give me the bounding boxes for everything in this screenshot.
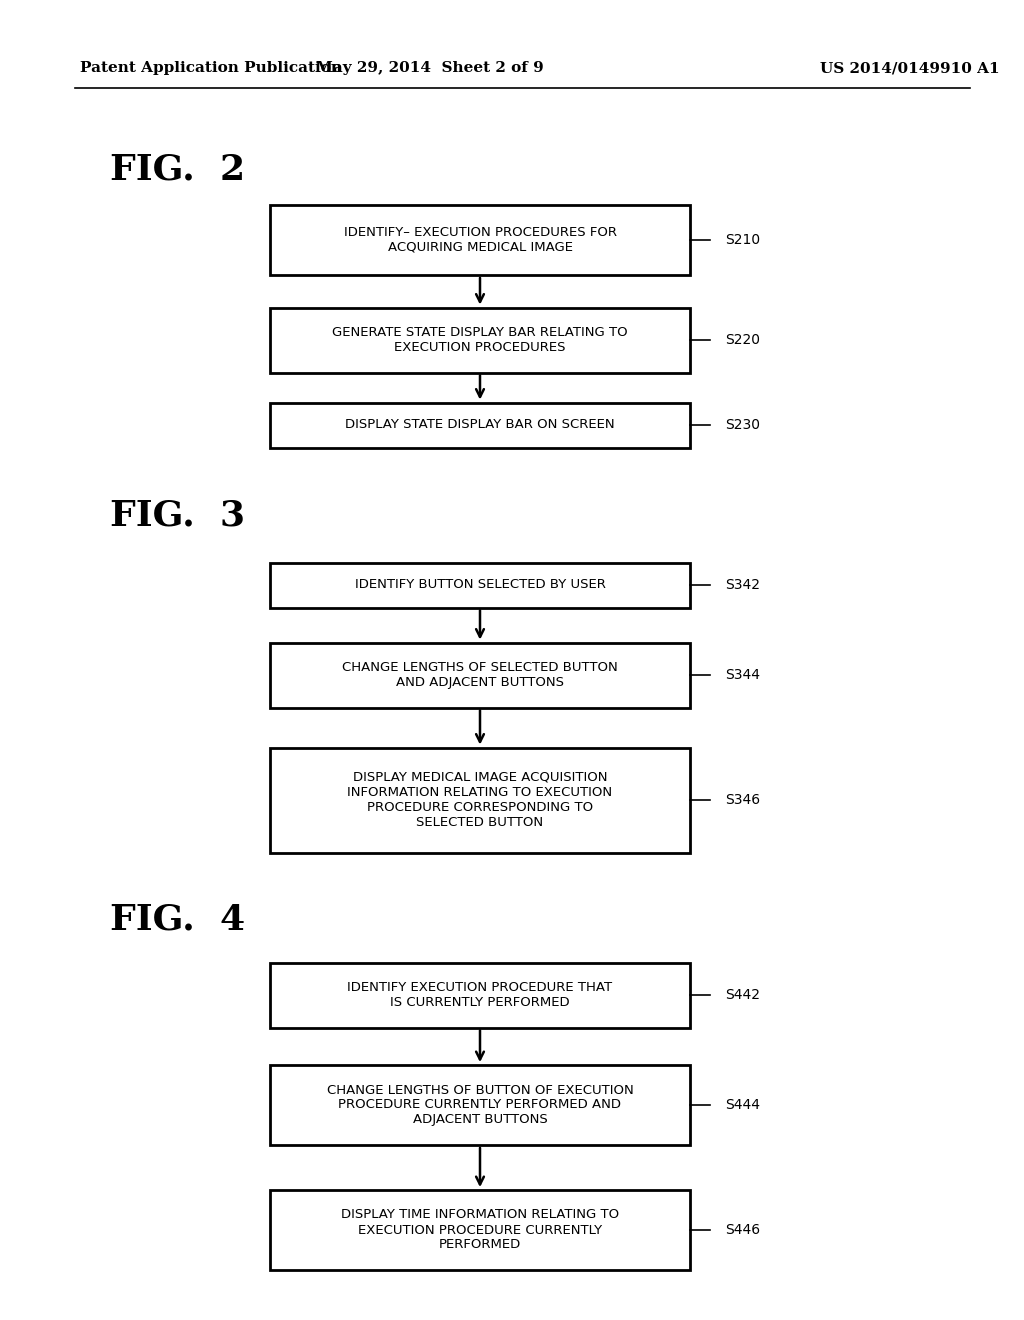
Bar bbox=[270, 1065, 690, 1144]
Text: S342: S342 bbox=[725, 578, 760, 591]
Text: CHANGE LENGTHS OF BUTTON OF EXECUTION
PROCEDURE CURRENTLY PERFORMED AND
ADJACENT: CHANGE LENGTHS OF BUTTON OF EXECUTION PR… bbox=[327, 1084, 634, 1126]
Bar bbox=[270, 643, 690, 708]
Bar bbox=[270, 205, 690, 275]
Bar bbox=[270, 747, 690, 853]
Bar bbox=[270, 308, 690, 372]
Text: Patent Application Publication: Patent Application Publication bbox=[80, 61, 342, 75]
Text: FIG.  3: FIG. 3 bbox=[110, 498, 245, 532]
Text: S446: S446 bbox=[725, 1224, 760, 1237]
Text: May 29, 2014  Sheet 2 of 9: May 29, 2014 Sheet 2 of 9 bbox=[316, 61, 544, 75]
Text: S346: S346 bbox=[725, 793, 760, 807]
Text: S442: S442 bbox=[725, 987, 760, 1002]
Text: US 2014/0149910 A1: US 2014/0149910 A1 bbox=[820, 61, 999, 75]
Text: FIG.  2: FIG. 2 bbox=[110, 153, 245, 187]
Bar bbox=[270, 962, 690, 1027]
Text: S444: S444 bbox=[725, 1098, 760, 1111]
Text: S230: S230 bbox=[725, 418, 760, 432]
Text: IDENTIFY– EXECUTION PROCEDURES FOR
ACQUIRING MEDICAL IMAGE: IDENTIFY– EXECUTION PROCEDURES FOR ACQUI… bbox=[343, 226, 616, 253]
Text: IDENTIFY BUTTON SELECTED BY USER: IDENTIFY BUTTON SELECTED BY USER bbox=[354, 578, 605, 591]
Bar bbox=[270, 1191, 690, 1270]
Text: S220: S220 bbox=[725, 333, 760, 347]
Text: CHANGE LENGTHS OF SELECTED BUTTON
AND ADJACENT BUTTONS: CHANGE LENGTHS OF SELECTED BUTTON AND AD… bbox=[342, 661, 617, 689]
Text: GENERATE STATE DISPLAY BAR RELATING TO
EXECUTION PROCEDURES: GENERATE STATE DISPLAY BAR RELATING TO E… bbox=[332, 326, 628, 354]
Bar bbox=[270, 403, 690, 447]
Text: DISPLAY MEDICAL IMAGE ACQUISITION
INFORMATION RELATING TO EXECUTION
PROCEDURE CO: DISPLAY MEDICAL IMAGE ACQUISITION INFORM… bbox=[347, 771, 612, 829]
Text: S344: S344 bbox=[725, 668, 760, 682]
Text: S210: S210 bbox=[725, 234, 760, 247]
Text: DISPLAY STATE DISPLAY BAR ON SCREEN: DISPLAY STATE DISPLAY BAR ON SCREEN bbox=[345, 418, 614, 432]
Text: IDENTIFY EXECUTION PROCEDURE THAT
IS CURRENTLY PERFORMED: IDENTIFY EXECUTION PROCEDURE THAT IS CUR… bbox=[347, 981, 612, 1008]
Bar bbox=[270, 562, 690, 607]
Text: DISPLAY TIME INFORMATION RELATING TO
EXECUTION PROCEDURE CURRENTLY
PERFORMED: DISPLAY TIME INFORMATION RELATING TO EXE… bbox=[341, 1209, 620, 1251]
Text: FIG.  4: FIG. 4 bbox=[110, 903, 245, 937]
